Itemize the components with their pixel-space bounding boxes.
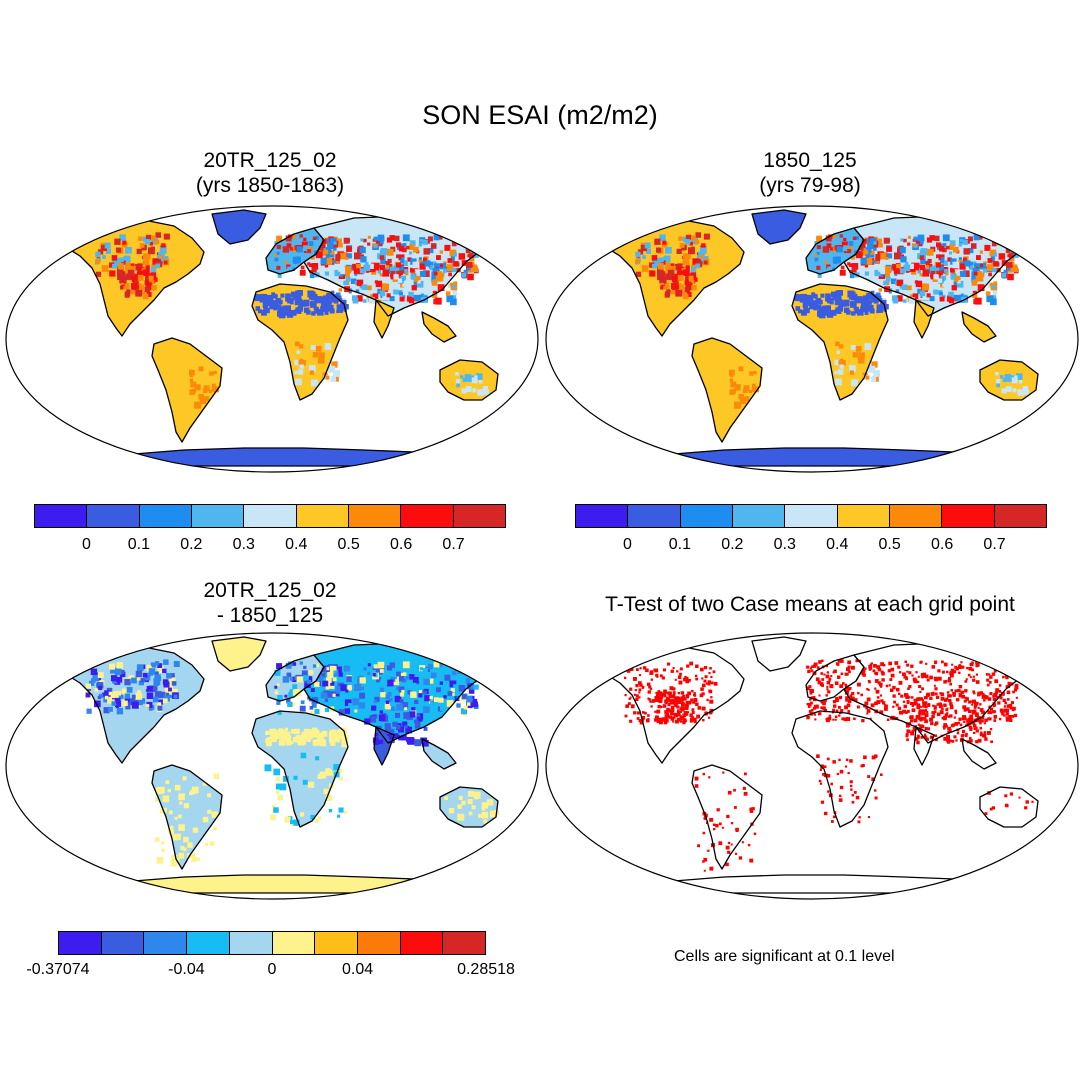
figure-title: SON ESAI (m2/m2) xyxy=(422,100,658,130)
map-tl xyxy=(5,205,539,473)
colorbar-swatch xyxy=(315,932,358,954)
map-tr xyxy=(545,205,1079,473)
panel-tr-title-line2: (yrs 79-98) xyxy=(759,174,861,197)
panel-bl-title-line1: 20TR_125_02 xyxy=(203,579,337,602)
colorbar-swatch xyxy=(272,932,316,954)
panel-tr-title-line1: 1850_125 xyxy=(763,149,857,172)
colorbar-tick-label: 0.4 xyxy=(285,536,308,553)
colorbar-tick-label: 0 xyxy=(622,536,632,553)
colorbar-swatch xyxy=(994,505,1046,527)
colorbar-swatch xyxy=(837,505,890,527)
colorbar-tick-label: 0.7 xyxy=(442,536,465,553)
colorbar-tick-label: 0.28518 xyxy=(457,961,515,978)
colorbar-tick-label: 0.5 xyxy=(878,536,901,553)
map-br xyxy=(545,632,1079,900)
colorbar-tick-label: 0.5 xyxy=(337,536,360,553)
colorbar-swatch xyxy=(443,932,486,954)
colorbar-swatch xyxy=(229,932,273,954)
significance-note: Cells are significant at 0.1 level xyxy=(674,948,895,965)
colorbar-swatch xyxy=(628,505,681,527)
colorbar-swatch xyxy=(144,932,188,954)
colorbar-swatch xyxy=(348,505,402,527)
colorbar-tick-label: 0.3 xyxy=(773,536,796,553)
colorbar-swatch xyxy=(400,932,444,954)
colorbar-tr xyxy=(575,504,1047,528)
colorbar-swatch xyxy=(576,505,629,527)
colorbar-swatch xyxy=(732,505,786,527)
colorbar-tick-label: 0.1 xyxy=(668,536,691,553)
colorbar-tick-label: 0 xyxy=(81,536,91,553)
colorbar-bl xyxy=(58,931,486,955)
colorbar-tick-label: -0.04 xyxy=(168,961,205,978)
panel-bl-title: 20TR_125_02 - 1850_125 xyxy=(140,578,400,628)
colorbar-tick-label: 0 xyxy=(267,961,277,978)
panel-tl-title: 20TR_125_02 (yrs 1850-1863) xyxy=(140,148,400,198)
panel-tr-title: 1850_125 (yrs 79-98) xyxy=(680,148,940,198)
colorbar-tl xyxy=(34,504,506,528)
panel-tl-title-line1: 20TR_125_02 xyxy=(203,149,337,172)
colorbar-swatch xyxy=(35,505,88,527)
colorbar-swatch xyxy=(453,505,505,527)
colorbar-swatch xyxy=(680,505,733,527)
map-bl xyxy=(5,632,539,900)
colorbar-tick-label: 0.6 xyxy=(389,536,413,553)
colorbar-tick-label: 0.4 xyxy=(826,536,849,553)
colorbar-tick-label: 0.6 xyxy=(930,536,954,553)
colorbar-swatch xyxy=(59,932,102,954)
colorbar-swatch xyxy=(187,932,230,954)
colorbar-swatch xyxy=(139,505,192,527)
panel-br-title-line1: T-Test of two Case means at each grid po… xyxy=(605,593,1015,616)
colorbar-swatch xyxy=(357,932,401,954)
colorbar-swatch xyxy=(401,505,454,527)
colorbar-tick-label: 0.3 xyxy=(232,536,255,553)
colorbar-tick-label: 0.1 xyxy=(127,536,150,553)
colorbar-swatch xyxy=(244,505,297,527)
panel-tl-title-line2: (yrs 1850-1863) xyxy=(195,174,345,197)
colorbar-tick-label: 0.2 xyxy=(721,536,744,553)
panel-br-title: T-Test of two Case means at each grid po… xyxy=(555,592,1065,617)
colorbar-tick-label: 0.7 xyxy=(983,536,1006,553)
colorbar-swatch xyxy=(889,505,943,527)
colorbar-tick-label: 0.2 xyxy=(180,536,203,553)
colorbar-tick-label: 0.04 xyxy=(342,961,374,978)
colorbar-swatch xyxy=(87,505,140,527)
colorbar-swatch xyxy=(296,505,349,527)
colorbar-swatch xyxy=(942,505,995,527)
colorbar-swatch xyxy=(191,505,245,527)
colorbar-tick-label: -0.37074 xyxy=(26,961,90,978)
colorbar-swatch xyxy=(785,505,838,527)
colorbar-swatch xyxy=(101,932,145,954)
panel-bl-title-line2: - 1850_125 xyxy=(216,604,324,627)
